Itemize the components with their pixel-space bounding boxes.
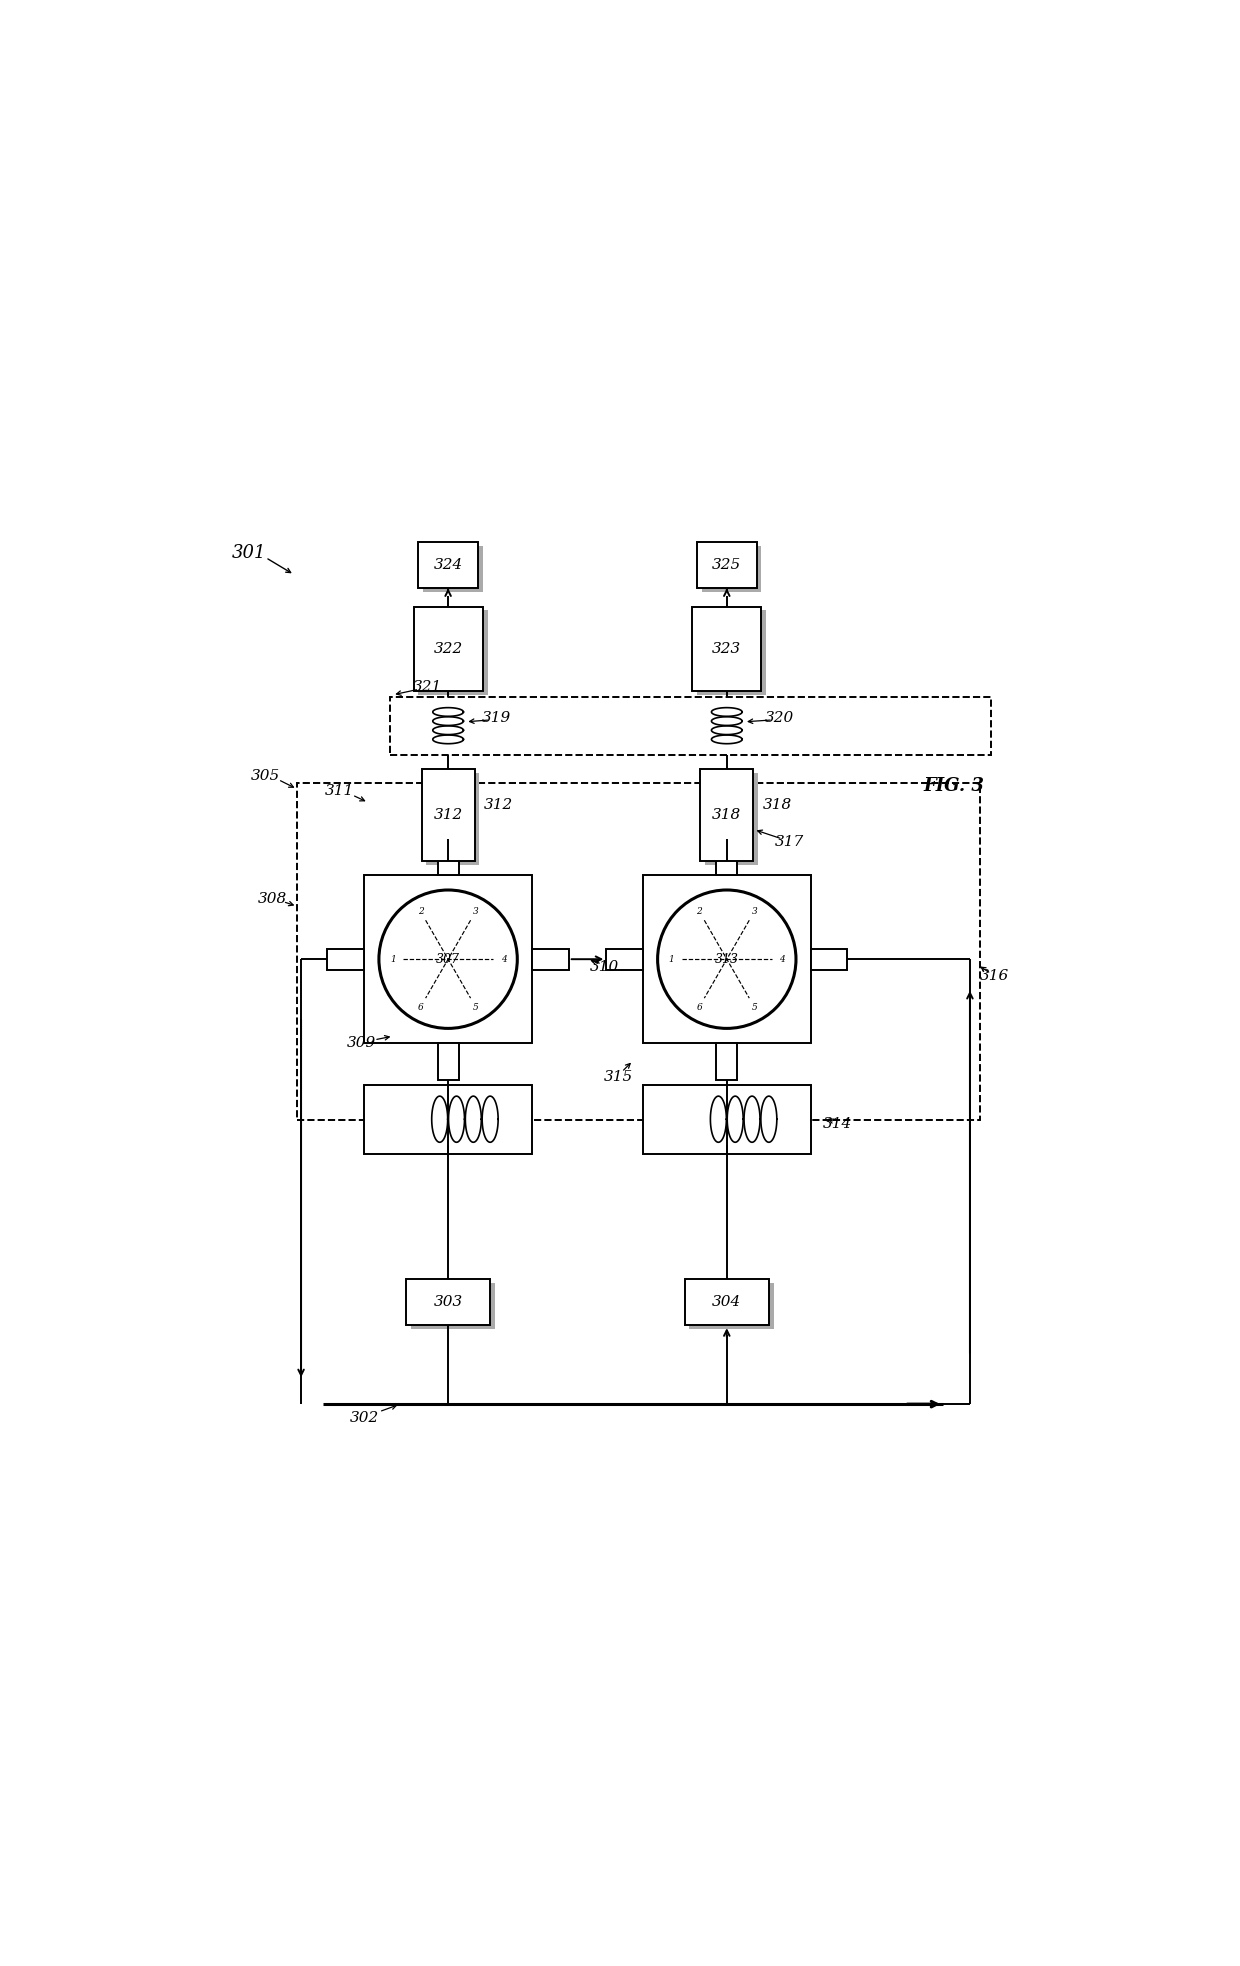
Circle shape (379, 891, 517, 1028)
Text: 6: 6 (696, 1003, 702, 1012)
Bar (422, 769, 475, 861)
Bar (642, 875, 811, 1044)
Bar (418, 543, 477, 588)
Text: 315: 315 (604, 1070, 634, 1083)
Text: 1: 1 (668, 955, 675, 963)
Bar (684, 1280, 769, 1325)
Text: 323: 323 (712, 641, 742, 657)
Bar (365, 1085, 532, 1154)
Text: 310: 310 (590, 959, 619, 973)
Text: 304: 304 (712, 1296, 742, 1309)
Text: 321: 321 (413, 680, 441, 694)
Bar (532, 950, 569, 969)
Bar (692, 606, 761, 692)
Text: 6: 6 (418, 1003, 423, 1012)
Text: 305: 305 (250, 769, 280, 782)
Text: 318: 318 (763, 798, 792, 812)
Text: FIG. 3: FIG. 3 (924, 777, 985, 794)
Text: 312: 312 (434, 808, 463, 822)
Bar (642, 1085, 811, 1154)
Text: 2: 2 (696, 906, 702, 916)
Text: 307: 307 (436, 954, 460, 965)
Text: 320: 320 (765, 712, 795, 725)
Text: 311: 311 (325, 784, 355, 798)
Bar (697, 609, 766, 694)
Text: 301: 301 (232, 545, 267, 562)
Text: 324: 324 (434, 558, 463, 572)
Text: 313: 313 (714, 954, 739, 965)
Bar (327, 950, 365, 969)
Bar (701, 769, 753, 861)
Bar (717, 1044, 738, 1079)
Text: 303: 303 (434, 1296, 463, 1309)
Bar (410, 1284, 495, 1329)
Text: 317: 317 (775, 836, 804, 849)
Text: 5: 5 (751, 1003, 758, 1012)
Text: 312: 312 (484, 798, 513, 812)
Bar (689, 1284, 774, 1329)
Bar (702, 547, 761, 592)
Text: 308: 308 (258, 893, 286, 906)
Bar (423, 547, 482, 592)
Bar (438, 1044, 459, 1079)
Text: 1: 1 (389, 955, 396, 963)
Bar (391, 696, 991, 755)
Bar (438, 839, 459, 875)
Circle shape (657, 891, 796, 1028)
Bar (697, 543, 756, 588)
Text: 3: 3 (472, 906, 479, 916)
Bar (717, 839, 738, 875)
Text: 316: 316 (980, 969, 1008, 983)
Bar (298, 782, 980, 1121)
Bar (405, 1280, 490, 1325)
Bar (418, 609, 487, 694)
Bar (427, 773, 480, 865)
Text: 4: 4 (501, 955, 506, 963)
Text: 314: 314 (823, 1117, 852, 1130)
Text: 2: 2 (418, 906, 423, 916)
Text: 4: 4 (779, 955, 785, 963)
Bar (365, 875, 532, 1044)
Text: 309: 309 (347, 1036, 376, 1050)
Text: 322: 322 (434, 641, 463, 657)
Bar (413, 606, 482, 692)
Bar (606, 950, 642, 969)
Bar (811, 950, 847, 969)
Text: 325: 325 (712, 558, 742, 572)
Text: 319: 319 (481, 712, 511, 725)
Text: 3: 3 (751, 906, 758, 916)
Text: 5: 5 (472, 1003, 479, 1012)
Text: 318: 318 (712, 808, 742, 822)
Bar (706, 773, 758, 865)
Text: 302: 302 (350, 1410, 379, 1425)
